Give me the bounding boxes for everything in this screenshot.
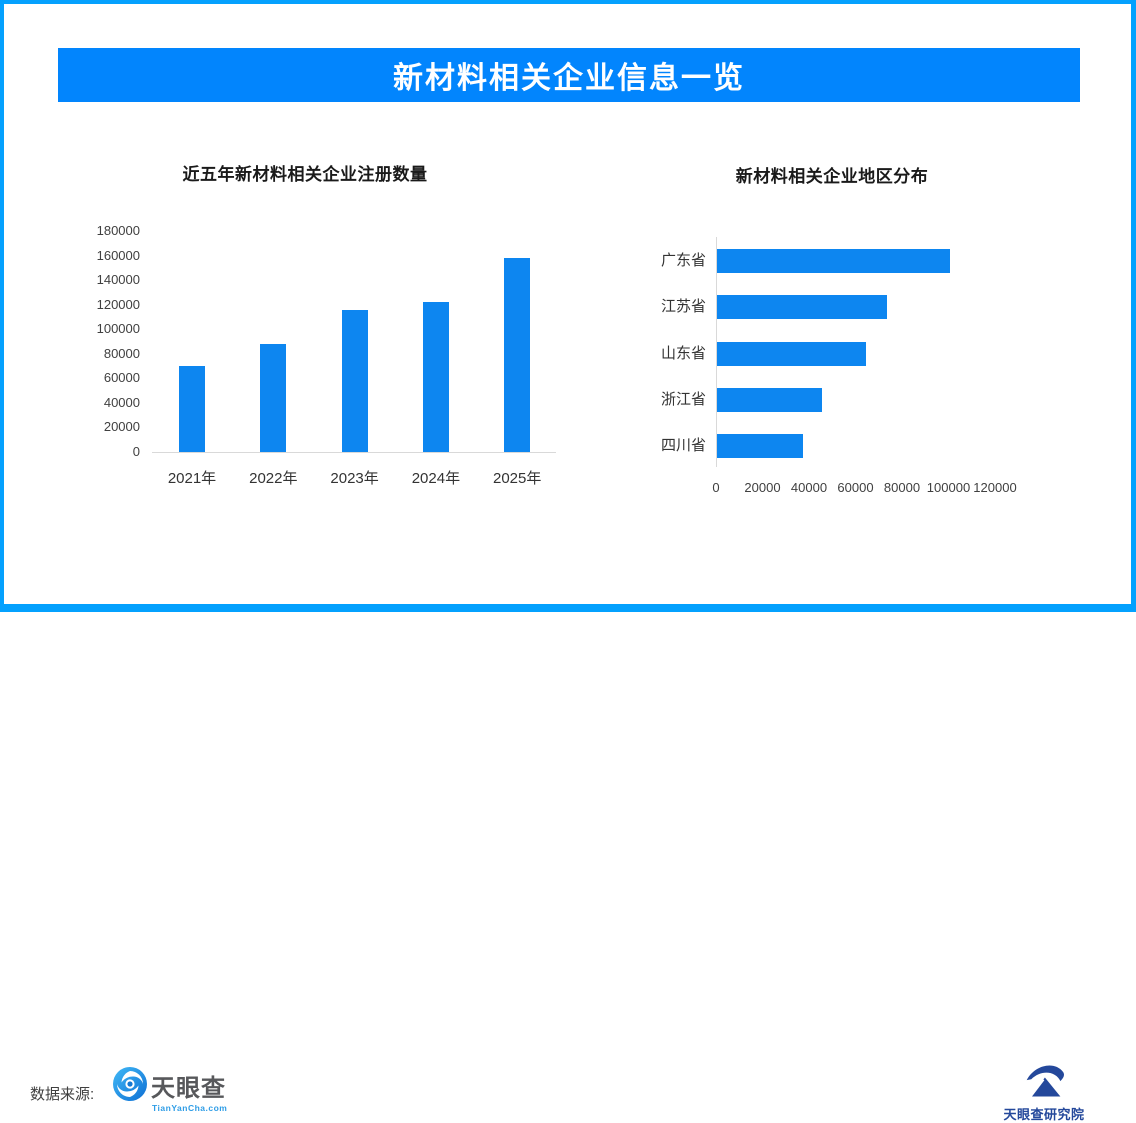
region-bar <box>717 295 887 320</box>
region-category-label: 江苏省 <box>660 298 706 316</box>
tianyancha-research-logo: 天眼查研究院 <box>992 1062 1096 1123</box>
tianyancha-domain-text: TianYanCha.com <box>152 1103 228 1113</box>
left-y-axis-tick-label: 20000 <box>103 419 140 435</box>
region-category-label: 广东省 <box>660 252 706 269</box>
registrations-bar <box>260 343 287 452</box>
right-x-axis-tick-label: 80000 <box>883 480 921 495</box>
tianyancha-eye-logo-icon <box>113 1067 147 1101</box>
region-category-label: 四川省 <box>660 437 706 455</box>
left-y-axis-tick-label: 120000 <box>96 296 140 312</box>
left-y-axis-tick-label: 140000 <box>96 272 140 288</box>
frame-border-bottom <box>0 604 1136 612</box>
left-y-axis-tick-label: 40000 <box>103 394 140 410</box>
registrations-bar <box>504 258 531 452</box>
left-x-axis-category-label: 2021年 <box>167 470 217 487</box>
right-chart-title: 新材料相关企业地区分布 <box>735 167 929 186</box>
left-chart-x-axis-line <box>152 452 556 453</box>
registrations-bar <box>422 302 449 452</box>
frame-border-right <box>1131 0 1136 612</box>
left-x-axis-category-label: 2022年 <box>249 470 298 487</box>
registrations-bar-chart: 近五年新材料相关企业注册数量 0 20000 40000 60000 80000 1000… <box>60 150 560 510</box>
title-banner: 新材料相关企业信息一览 <box>58 48 1080 102</box>
left-y-axis-tick-label: 60000 <box>103 370 140 386</box>
right-x-axis-tick-label: 120000 <box>973 480 1017 495</box>
left-y-axis-tick-label: 180000 <box>96 223 140 238</box>
left-chart-title: 近五年新材料相关企业注册数量 <box>182 165 428 184</box>
right-x-axis-tick-label: 40000 <box>790 480 828 495</box>
region-bar <box>717 387 822 412</box>
left-y-axis-tick-label: 100000 <box>96 321 140 337</box>
region-bar <box>717 249 950 273</box>
registrations-bar <box>341 309 368 452</box>
regions-bar-chart: 新材料相关企业地区分布 广东省江苏省山东省浙江省四川省 0 20000 40000 6… <box>640 150 1100 510</box>
right-x-axis-tick-label: 0 <box>712 480 720 495</box>
research-institute-label: 天眼查研究院 <box>1003 1107 1085 1122</box>
right-x-axis-tick-label: 100000 <box>926 480 971 495</box>
right-chart-y-axis-line <box>716 237 717 467</box>
footer: 数据来源: 天眼查 TianYanCha.com 天眼查研究院 <box>0 528 1136 1122</box>
region-category-label: 山东省 <box>660 344 706 362</box>
mountain-swoosh-logo-icon <box>1026 1065 1064 1100</box>
left-x-axis-category-label: 2025年 <box>493 470 542 487</box>
left-x-axis-category-label: 2023年 <box>330 470 379 487</box>
left-y-axis-tick-label: 0 <box>132 444 140 459</box>
frame-border-left <box>0 0 4 612</box>
page-title: 新材料相关企业信息一览 <box>393 62 745 95</box>
left-y-axis-tick-label: 80000 <box>103 345 140 361</box>
tianyancha-wordmark: 天眼查 <box>151 1075 226 1102</box>
region-category-label: 浙江省 <box>660 390 706 408</box>
right-x-axis-tick-label: 60000 <box>837 480 874 495</box>
region-bar <box>717 341 866 366</box>
left-y-axis-tick-label: 160000 <box>96 247 140 263</box>
tianyancha-logo: 天眼查 TianYanCha.com <box>112 1066 242 1118</box>
right-x-axis-tick-label: 20000 <box>744 480 781 495</box>
frame-border-top <box>0 0 1136 4</box>
region-bar <box>717 434 804 459</box>
data-source-label: 数据来源: <box>30 1086 95 1103</box>
left-x-axis-category-label: 2024年 <box>411 470 461 487</box>
registrations-bar <box>179 366 205 452</box>
